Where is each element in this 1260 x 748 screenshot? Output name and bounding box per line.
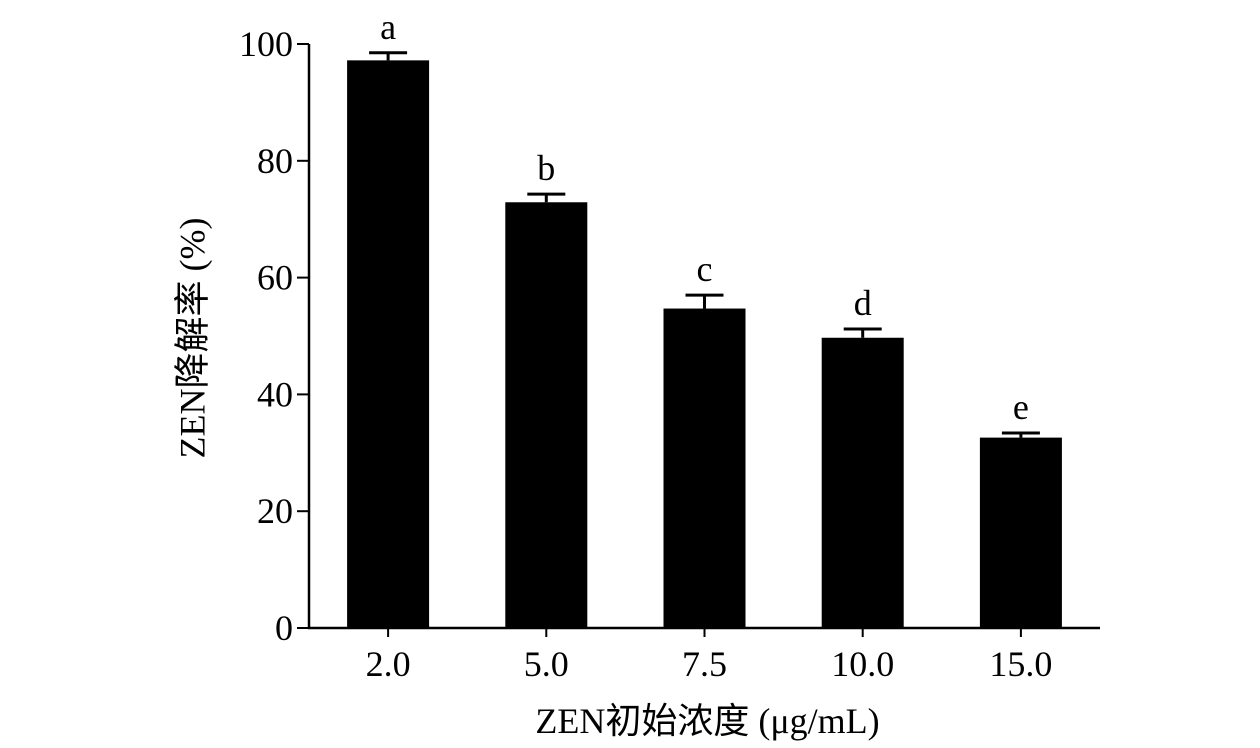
x-axis-title: ZEN初始浓度 (μg/mL) — [535, 701, 879, 741]
y-tick-label: 20 — [257, 491, 293, 531]
x-tick-label: 10.0 — [831, 644, 894, 684]
x-tick-label: 15.0 — [989, 644, 1052, 684]
y-tick-label: 0 — [275, 608, 293, 648]
significance-labels-layer: a b c d e — [380, 7, 1029, 427]
significance-label: a — [380, 7, 396, 47]
significance-label: d — [854, 283, 872, 323]
bar — [347, 60, 430, 629]
x-tick-label: 7.5 — [682, 644, 727, 684]
y-tick-label: 80 — [257, 141, 293, 181]
significance-label: c — [697, 249, 713, 289]
error-bar — [843, 327, 882, 338]
y-tick-label: 100 — [239, 24, 293, 64]
x-tick-label: 5.0 — [524, 644, 569, 684]
bar — [979, 437, 1062, 628]
error-bar — [527, 192, 566, 203]
error-bars-layer — [369, 51, 1040, 438]
error-bar — [685, 293, 724, 309]
bar — [505, 202, 588, 629]
y-axis: 0 20 40 60 80 100 — [239, 24, 311, 648]
y-axis-title: ZEN降解率 (%) — [172, 218, 212, 459]
x-axis: 2.0 5.0 7.5 10.0 15.0 — [308, 626, 1100, 684]
significance-label: b — [537, 148, 555, 188]
bar — [821, 337, 904, 628]
error-bar — [1001, 431, 1040, 438]
bar — [663, 308, 746, 628]
y-tick-label: 40 — [257, 374, 293, 414]
bars-layer — [347, 60, 1062, 629]
significance-label: e — [1013, 387, 1029, 427]
x-tick-label: 2.0 — [366, 644, 411, 684]
error-bar — [369, 51, 408, 61]
y-tick-label: 60 — [257, 258, 293, 298]
